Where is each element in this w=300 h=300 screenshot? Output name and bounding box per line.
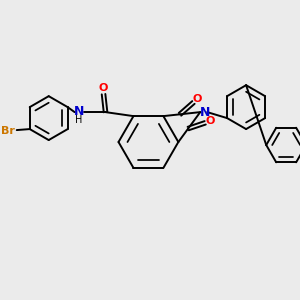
Text: H: H xyxy=(75,115,82,125)
Text: O: O xyxy=(193,94,202,104)
Text: N: N xyxy=(200,106,210,118)
Text: N: N xyxy=(74,105,84,118)
Text: O: O xyxy=(205,116,214,126)
Text: O: O xyxy=(99,83,108,93)
Text: Br: Br xyxy=(1,126,15,136)
